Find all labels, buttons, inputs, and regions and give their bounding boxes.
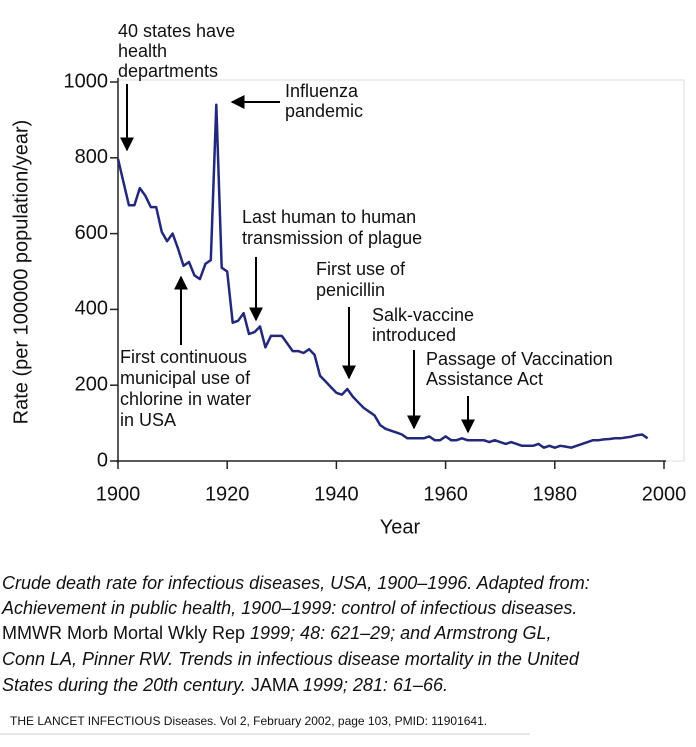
- annotation-text: pandemic: [285, 101, 363, 121]
- caption-text: States during the 20th century.: [2, 675, 246, 695]
- x-tick-label: 1980: [533, 483, 578, 505]
- annotation-text: 40 states have: [118, 21, 235, 41]
- caption-text: JAMA: [246, 675, 303, 695]
- caption-line: Crude death rate for infectious diseases…: [2, 573, 590, 593]
- caption-line: MMWR Morb Mortal Wkly Rep 1999; 48: 621–…: [2, 623, 552, 643]
- y-tick-label: 0: [97, 449, 108, 471]
- annotation-text: First continuous: [120, 347, 247, 367]
- annotation-text: penicillin: [316, 280, 385, 300]
- caption-line: Conn LA, Pinner RW. Trends in infectious…: [2, 649, 580, 669]
- annotation-text: Assistance Act: [426, 369, 543, 389]
- annotation-text: health: [118, 41, 167, 61]
- footer: THE LANCET INFECTIOUS Diseases. Vol 2, F…: [10, 714, 487, 728]
- y-tick-label: 1000: [64, 70, 109, 92]
- annotation-text: Influenza: [285, 81, 359, 101]
- caption-line: Achievement in public health, 1900–1999:…: [1, 598, 577, 618]
- caption-text: 1999; 48: 621–29; and Armstrong GL,: [250, 623, 552, 643]
- y-tick-label: 200: [75, 373, 108, 395]
- caption-text: Achievement in public health, 1900–1999:…: [1, 598, 577, 618]
- y-tick-label: 400: [75, 298, 108, 320]
- annotation-text: First use of: [316, 259, 406, 279]
- annotation-text: Salk-vaccine: [372, 305, 474, 325]
- annotation-text: transmission of plague: [242, 228, 422, 248]
- annotation-text: introduced: [372, 325, 456, 345]
- x-tick-label: 1960: [423, 483, 468, 505]
- x-tick-label: 1920: [205, 483, 250, 505]
- annotation-text: municipal use of: [120, 368, 251, 388]
- annotation-text: Last human to human: [242, 207, 416, 227]
- y-axis-title: Rate (per 100000 population/year): [10, 120, 32, 425]
- y-tick-label: 600: [75, 222, 108, 244]
- caption-text: MMWR Morb Mortal Wkly Rep: [2, 623, 250, 643]
- x-tick-label: 1940: [314, 483, 359, 505]
- caption-text: 1999; 281: 61–66.: [303, 675, 448, 695]
- annotation-text: Passage of Vaccination: [426, 349, 613, 369]
- y-tick-label: 800: [75, 146, 108, 168]
- caption-line: States during the 20th century. JAMA 199…: [2, 675, 448, 695]
- caption-text: Conn LA, Pinner RW. Trends in infectious…: [2, 649, 580, 669]
- plot-area: [117, 79, 685, 462]
- x-tick-label: 1900: [96, 483, 141, 505]
- x-tick-label: 2000: [642, 483, 687, 505]
- annotation-text: departments: [118, 61, 218, 81]
- x-axis-title: Year: [380, 516, 421, 538]
- annotation-text: in USA: [120, 410, 176, 430]
- data-line: [116, 103, 649, 449]
- annotation-text: chlorine in water: [120, 389, 251, 409]
- caption-text: Crude death rate for infectious diseases…: [2, 573, 590, 593]
